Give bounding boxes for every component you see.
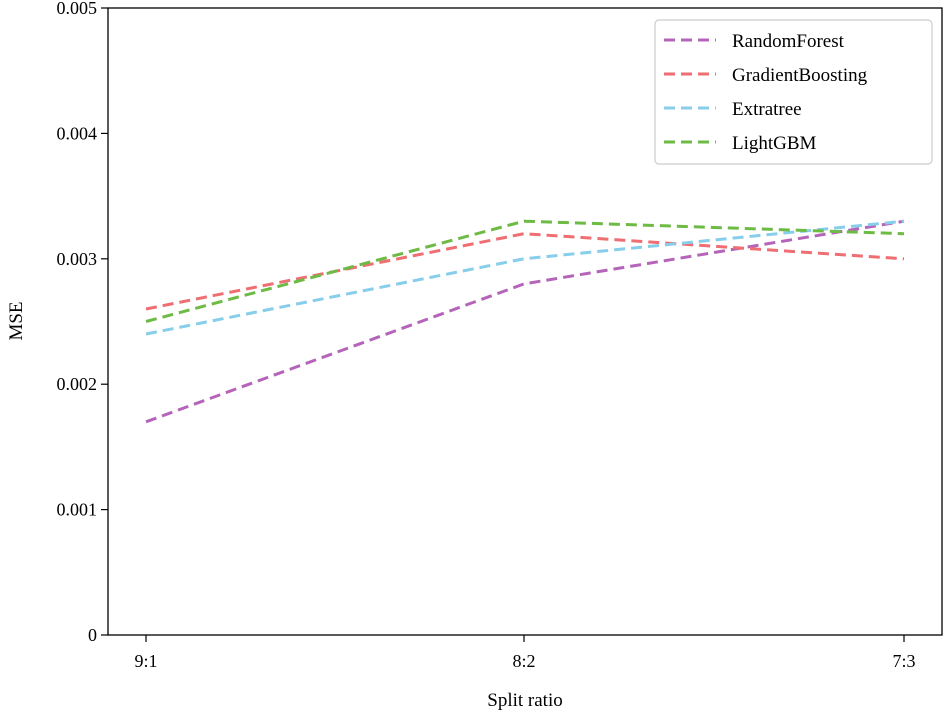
x-axis-label: Split ratio bbox=[487, 690, 562, 711]
legend-label-randomforest: RandomForest bbox=[732, 31, 845, 52]
data-point-randomforest bbox=[145, 420, 148, 423]
data-point-gradientboosting bbox=[145, 308, 148, 311]
data-point-lightgbm bbox=[145, 320, 148, 323]
y-tick-label: 0.002 bbox=[57, 374, 98, 394]
y-tick-label: 0.005 bbox=[57, 0, 98, 18]
x-tick-label: 9:1 bbox=[134, 651, 157, 671]
data-point-gradientboosting bbox=[903, 257, 906, 260]
data-point-gradientboosting bbox=[523, 232, 526, 235]
data-point-extratree bbox=[903, 220, 906, 223]
y-axis-label: MSE bbox=[6, 301, 27, 340]
legend-label-gradientboosting: GradientBoosting bbox=[732, 65, 868, 86]
legend-label-extratree: Extratree bbox=[732, 99, 802, 120]
data-point-lightgbm bbox=[903, 232, 906, 235]
y-tick-label: 0.001 bbox=[57, 500, 98, 520]
plot-frame bbox=[107, 7, 943, 636]
legend-label-lightgbm: LightGBM bbox=[732, 133, 817, 154]
y-axis: 0 0.001 0.002 0.003 0.004 0.005 bbox=[57, 0, 108, 645]
x-tick-label: 7:3 bbox=[892, 651, 915, 671]
data-point-randomforest bbox=[523, 282, 526, 285]
legend: RandomForest GradientBoosting Extratree Lig… bbox=[654, 19, 933, 165]
data-point-extratree bbox=[145, 333, 148, 336]
y-tick-label: 0.003 bbox=[57, 249, 98, 269]
x-tick-label: 8:2 bbox=[512, 651, 535, 671]
y-tick-label: 0 bbox=[88, 625, 97, 645]
data-point-extratree bbox=[523, 257, 526, 260]
series-line-gradientboosting bbox=[145, 232, 905, 311]
legend-box bbox=[654, 19, 933, 165]
y-tick-label: 0.004 bbox=[57, 123, 98, 143]
series-line-extratree bbox=[145, 219, 905, 336]
data-point-lightgbm bbox=[523, 220, 526, 223]
series-layer bbox=[145, 219, 906, 424]
series-line-lightgbm bbox=[145, 219, 905, 323]
x-axis: 9:1 8:2 7:3 bbox=[134, 635, 916, 671]
